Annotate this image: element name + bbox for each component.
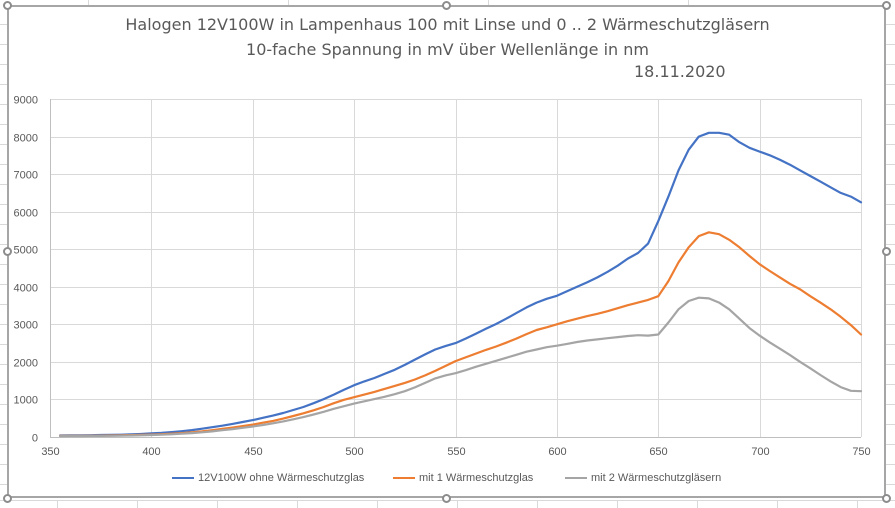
legend-swatch-series-2 — [565, 477, 587, 479]
resize-handle-bottom-center[interactable] — [442, 494, 451, 503]
chart-title: Halogen 12V100W in Lampenhaus 100 mit Li… — [125, 15, 770, 34]
x-tick-label: 650 — [649, 446, 667, 458]
legend-swatch-series-0 — [172, 477, 194, 479]
chart-area[interactable] — [7, 5, 886, 498]
series-line-2 — [58, 296, 863, 438]
legend-label-series-1: mit 1 Wärmeschutzglas — [419, 472, 534, 484]
y-tick-label: 4000 — [14, 283, 38, 295]
x-tick-label: 750 — [852, 446, 870, 458]
legend-label-series-0: 12V100W ohne Wärmeschutzglas — [198, 472, 365, 484]
y-tick-label: 8000 — [14, 133, 38, 145]
resize-handle-top-center[interactable] — [442, 1, 451, 10]
chart-subtitle: 10-fache Spannung in mV über Wellenlänge… — [246, 40, 649, 59]
resize-handle-middle-right[interactable] — [882, 247, 891, 256]
y-tick-label: 7000 — [14, 170, 38, 182]
y-tick-label: 0 — [32, 433, 38, 445]
x-tick-label: 500 — [345, 446, 363, 458]
x-tick-label: 550 — [447, 446, 465, 458]
x-tick-label: 400 — [142, 446, 160, 458]
y-tick-label: 6000 — [14, 208, 38, 220]
series-line-0 — [58, 131, 863, 437]
resize-handle-bottom-left[interactable] — [3, 494, 12, 503]
x-tick-label: 450 — [244, 446, 262, 458]
x-tick-label: 350 — [41, 446, 59, 458]
y-tick-label: 1000 — [14, 395, 38, 407]
legend-item-series-2: mit 2 Wärmeschutzgläsern — [565, 472, 721, 484]
chart-date: 18.11.2020 — [634, 62, 726, 81]
y-tick-label: 2000 — [14, 358, 38, 370]
resize-handle-top-left[interactable] — [3, 1, 12, 10]
y-tick-label: 5000 — [14, 245, 38, 257]
resize-handle-bottom-right[interactable] — [882, 494, 891, 503]
series-line-1 — [58, 231, 863, 437]
legend-item-series-0: 12V100W ohne Wärmeschutzglas — [172, 472, 364, 484]
y-tick-label: 3000 — [14, 320, 38, 332]
legend-item-series-1: mit 1 Wärmeschutzglas — [393, 472, 533, 484]
resize-handle-top-right[interactable] — [882, 1, 891, 10]
legend-swatch-series-1 — [393, 477, 415, 479]
resize-handle-middle-left[interactable] — [3, 247, 12, 256]
x-tick-label: 600 — [548, 446, 566, 458]
legend-label-series-2: mit 2 Wärmeschutzgläsern — [591, 472, 722, 484]
x-tick-label: 700 — [751, 446, 769, 458]
y-tick-label: 9000 — [14, 95, 38, 107]
